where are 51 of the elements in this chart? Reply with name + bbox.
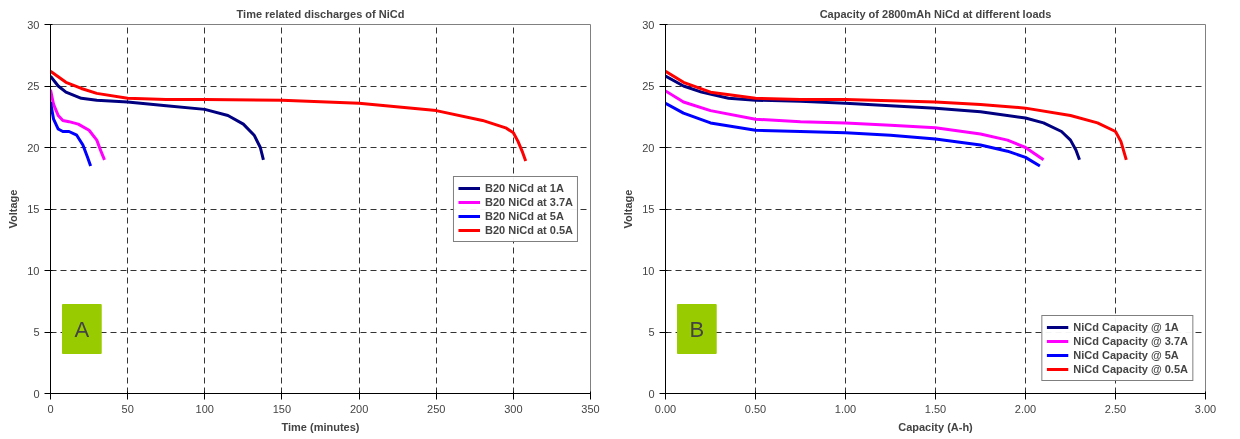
x-tick-label: 0 bbox=[47, 402, 54, 415]
y-tick-label: 25 bbox=[27, 80, 40, 92]
legend-label: NiCd Capacity @ 0.5A bbox=[1073, 362, 1188, 376]
y-tick-label: 0 bbox=[33, 387, 40, 400]
chart-title: Capacity of 2800mAh NiCd at different loads bbox=[819, 7, 1052, 20]
x-tick-label: 3.00 bbox=[1194, 402, 1217, 415]
line-series bbox=[665, 101, 1042, 168]
y-tick-label: 10 bbox=[642, 264, 655, 277]
annotation: B bbox=[689, 316, 705, 342]
x-tick-label: 0.50 bbox=[744, 402, 767, 415]
y-axis-title: Voltage bbox=[622, 189, 635, 229]
y-tick-label: 20 bbox=[642, 141, 655, 154]
x-tick-label: 350 bbox=[581, 402, 600, 415]
x-axis-title: Time (minutes) bbox=[281, 420, 360, 433]
x-tick-label: 300 bbox=[504, 402, 523, 415]
y-tick-label: 15 bbox=[642, 203, 655, 215]
x-tick-label: 100 bbox=[195, 402, 214, 415]
y-tick-label: 5 bbox=[33, 326, 40, 338]
y-tick-label: 25 bbox=[642, 80, 655, 92]
y-tick-label: 30 bbox=[27, 18, 40, 31]
legend-label: NiCd Capacity @ 5A bbox=[1073, 348, 1179, 362]
line-series bbox=[665, 89, 1045, 162]
y-tick-label: 10 bbox=[27, 264, 40, 277]
chart-title: Time related discharges of NiCd bbox=[236, 7, 405, 20]
y-tick-label: 30 bbox=[642, 18, 655, 31]
x-tick-label: 0.00 bbox=[654, 402, 677, 415]
x-axis-title: Capacity (A-h) bbox=[898, 420, 974, 433]
legend-label: B20 NiCd at 5A bbox=[484, 208, 564, 223]
x-tick-label: 2.00 bbox=[1014, 402, 1037, 415]
legend-label: B20 NiCd at 3.7A bbox=[484, 194, 573, 209]
x-tick-label: 1.00 bbox=[834, 402, 857, 415]
y-tick-label: 20 bbox=[27, 141, 40, 154]
x-tick-label: 200 bbox=[349, 402, 369, 415]
y-axis-title: Voltage bbox=[7, 189, 20, 229]
line-series bbox=[50, 74, 265, 162]
x-tick-label: 1.50 bbox=[924, 402, 947, 415]
line-series bbox=[50, 88, 106, 162]
x-tick-label: 2.50 bbox=[1104, 402, 1127, 415]
y-tick-label: 15 bbox=[27, 203, 40, 215]
x-tick-label: 50 bbox=[121, 402, 134, 415]
line-series bbox=[50, 100, 93, 168]
line-series bbox=[50, 69, 528, 163]
legend-label: B20 NiCd at 0.5A bbox=[484, 222, 573, 237]
legend-label: B20 NiCd at 1A bbox=[484, 180, 564, 195]
legend-label: NiCd Capacity @ 1A bbox=[1073, 320, 1179, 334]
x-tick-label: 150 bbox=[272, 402, 292, 415]
y-tick-label: 5 bbox=[648, 326, 655, 338]
y-tick-label: 0 bbox=[648, 387, 655, 400]
legend-label: NiCd Capacity @ 3.7A bbox=[1073, 334, 1188, 348]
x-tick-label: 250 bbox=[427, 402, 446, 415]
annotation: A bbox=[74, 316, 90, 342]
